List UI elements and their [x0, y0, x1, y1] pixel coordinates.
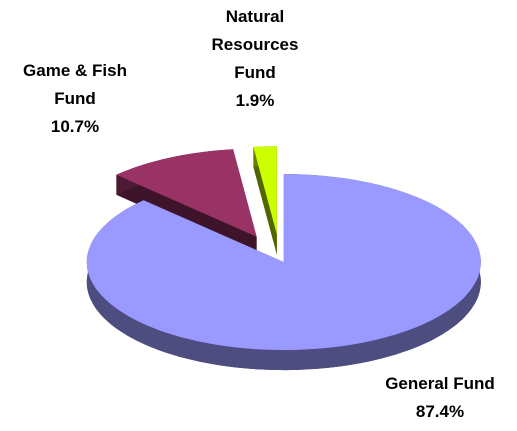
value-label: 10.7% [50, 117, 100, 136]
slice-wall [253, 146, 277, 255]
slice [86, 174, 481, 351]
slice [116, 149, 257, 237]
value-label: 1.9% [235, 91, 275, 110]
category-label: Natural Resources Fund [211, 7, 299, 82]
slice-label: General Fund 87.4% [345, 370, 517, 426]
slice [253, 146, 277, 235]
value-label: 87.4% [415, 402, 465, 421]
category-label: General Fund [385, 374, 495, 393]
slice-label: Natural Resources Fund 1.9% [195, 3, 315, 115]
category-label: Game & Fish Fund [23, 61, 127, 108]
slice-label: Game & Fish Fund 10.7% [10, 57, 140, 141]
